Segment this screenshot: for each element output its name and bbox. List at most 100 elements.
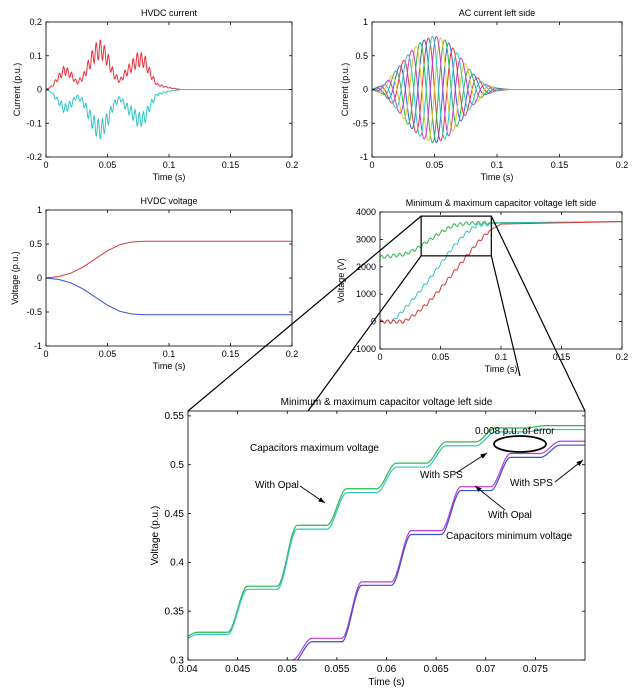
zoom-box xyxy=(420,215,492,257)
y-tick-label: 0 xyxy=(363,85,368,95)
y-tick-label: 0.2 xyxy=(29,17,42,27)
y-tick-label: 4000 xyxy=(356,207,376,217)
ac-phase-line-6 xyxy=(372,35,622,140)
y-tick-label: 1000 xyxy=(356,289,376,299)
x-tick-label: 0 xyxy=(377,352,382,362)
x-tick-label: 0.2 xyxy=(286,349,299,359)
x-tick-label: 0.15 xyxy=(222,349,240,359)
x-tick-label: 0.06 xyxy=(377,664,397,675)
x-tick-label: 0.15 xyxy=(551,160,569,170)
y-tick-label: 0 xyxy=(37,273,42,283)
zoom-series-line-2 xyxy=(188,428,585,639)
y-tick-label: 0.55 xyxy=(165,411,185,422)
error-ellipse xyxy=(493,435,547,453)
error-label: 0.008 p.u. of error xyxy=(475,426,555,437)
x-tick-label: 0.05 xyxy=(99,349,117,359)
x-tick-label: 0 xyxy=(43,349,48,359)
y-tick-label: 3000 xyxy=(356,234,376,244)
x-tick-label: 0 xyxy=(43,160,48,170)
x-tick-label: 0.055 xyxy=(324,664,349,675)
zoom-connector-lines xyxy=(187,215,586,412)
y-tick-label: 0.5 xyxy=(355,51,368,61)
zoom-series-line-3 xyxy=(292,440,585,660)
series-group xyxy=(46,39,292,140)
hvdc-voltage-panel: 0 0.05 0.1 0.15 0.2 -1 -0.5 0 0.5 1 HVDC voltage Ti… xyxy=(10,196,298,371)
y-tick-label: 0.45 xyxy=(165,509,185,520)
series-group xyxy=(188,425,585,660)
y-tick-label: 0.5 xyxy=(29,239,42,249)
y-tick-label: 2000 xyxy=(356,262,376,272)
x-tick-label: 0.045 xyxy=(225,664,250,675)
x-tick-label: 0.05 xyxy=(99,160,117,170)
sps-right-arrow-head xyxy=(576,460,583,466)
min-voltage-label: Capacitors minimum voltage xyxy=(446,531,573,542)
zoom-series-line-4 xyxy=(296,444,585,660)
y-tick-label: 0.3 xyxy=(170,655,184,666)
y-tick-label: 1 xyxy=(37,205,42,215)
y-tick-label: -1000 xyxy=(353,344,376,354)
sps-left-arrow-head xyxy=(480,453,487,459)
series-group xyxy=(372,35,622,144)
series-line-2 xyxy=(46,89,292,140)
y-tick-label: 0.1 xyxy=(29,51,42,61)
x-tick-label: 0.075 xyxy=(523,664,548,675)
hvdc-current-panel: 0 0.05 0.1 0.15 0.2 -0.2 -0.1 0 0.1 0.2 HVDC curre… xyxy=(12,8,298,182)
y-tick-label: 0.5 xyxy=(170,460,184,471)
series-group xyxy=(380,220,622,324)
x-tick-label: 0.04 xyxy=(178,664,198,675)
zoom-annotations: 0.008 p.u. of error Capacitors maximum v… xyxy=(250,426,584,542)
x-axis-label: Time (s) xyxy=(368,677,404,688)
x-axis-label: Time (s) xyxy=(153,172,186,182)
x-tick-label: 0.05 xyxy=(426,160,444,170)
x-tick-label: 0.2 xyxy=(616,160,629,170)
y-axis-label: Current (p.u.) xyxy=(340,63,350,117)
axes-frame xyxy=(379,211,623,350)
sps-left-label: With SPS xyxy=(420,470,463,481)
x-tick-label: 0.05 xyxy=(278,664,298,675)
x-tick-label: 0.15 xyxy=(553,352,571,362)
chart-title: AC current left side xyxy=(459,8,536,18)
ac-current-panel: 0 0.05 0.1 0.15 0.2 -1 -0.5 0 0.5 1 AC current lef… xyxy=(340,8,628,182)
y-tick-label: -0.5 xyxy=(26,307,42,317)
opal-top-arrow-head xyxy=(318,497,325,503)
series-group xyxy=(46,240,292,316)
y-tick-label: -0.5 xyxy=(352,118,368,128)
opal-bottom-label: With Opal xyxy=(488,510,532,521)
y-axis-label: Voltage (p.u.) xyxy=(10,251,20,305)
y-tick-label: 1 xyxy=(363,17,368,27)
x-tick-label: 0.1 xyxy=(163,160,176,170)
y-tick-label: -0.2 xyxy=(26,152,42,162)
zoom-connector-line xyxy=(490,255,521,377)
zoom-series-line-1 xyxy=(188,425,585,637)
y-tick-label: -1 xyxy=(34,341,42,351)
x-tick-label: 0.1 xyxy=(495,352,508,362)
y-tick-label: 0.35 xyxy=(165,607,185,618)
x-tick-label: 0.1 xyxy=(491,160,504,170)
zoom-connector-line xyxy=(187,215,422,412)
x-tick-label: 0.1 xyxy=(163,349,176,359)
max-voltage-label: Capacitors maximum voltage xyxy=(250,443,379,454)
x-tick-label: 0.07 xyxy=(476,664,496,675)
zoom-connector-line xyxy=(490,215,586,412)
opal-top-label: With Opal xyxy=(255,480,299,491)
series-line-3 xyxy=(380,221,622,324)
y-tick-label: 0.4 xyxy=(170,558,184,569)
y-tick-label: -0.1 xyxy=(26,118,42,128)
opal-bottom-arrow-head xyxy=(475,486,482,492)
y-tick-label: -1 xyxy=(360,152,368,162)
chart-title: HVDC voltage xyxy=(140,196,197,206)
x-tick-label: 0.065 xyxy=(424,664,449,675)
x-tick-label: 0.15 xyxy=(222,160,240,170)
x-tick-label: 0.2 xyxy=(286,160,299,170)
chart-title: Minimum & maximum capacitor voltage left… xyxy=(281,397,493,408)
chart-title: HVDC current xyxy=(141,8,198,18)
zoom-connector-line xyxy=(307,255,422,412)
x-tick-label: 0.2 xyxy=(616,352,629,362)
x-tick-label: 0.05 xyxy=(432,352,450,362)
axes-frame xyxy=(45,209,293,347)
x-axis-label: Time (s) xyxy=(481,172,514,182)
series-line-2 xyxy=(46,277,292,316)
series-line-1 xyxy=(46,240,292,279)
y-axis-label: Voltage (V) xyxy=(336,258,346,303)
